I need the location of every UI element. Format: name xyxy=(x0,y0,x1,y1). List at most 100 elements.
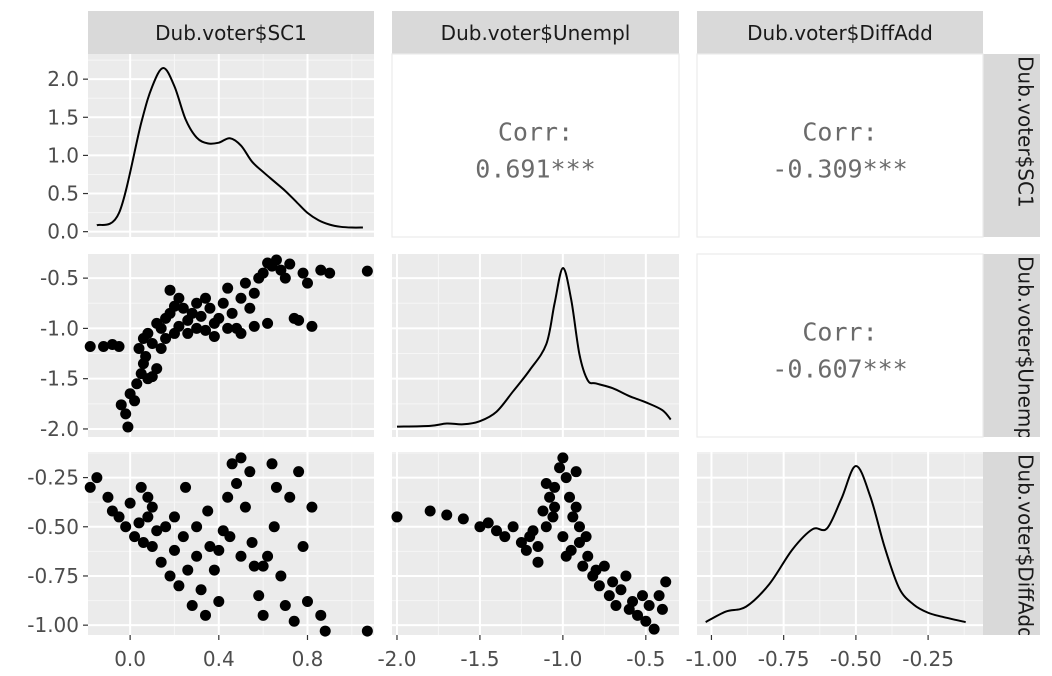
scatter-point xyxy=(632,609,644,621)
scatter-point xyxy=(590,564,602,576)
scatter-point xyxy=(133,343,145,355)
scatter-point xyxy=(133,517,145,529)
x-tick-label: -0.75 xyxy=(758,647,810,671)
scatter-point xyxy=(200,324,212,336)
x-tick-label: -0.5 xyxy=(626,647,665,671)
scatter-point xyxy=(224,531,236,543)
scatter-point xyxy=(168,544,180,556)
scatter-point xyxy=(540,521,552,533)
scatter-point xyxy=(557,452,569,464)
scatter-point xyxy=(244,466,256,478)
scatter-point xyxy=(164,570,176,582)
scatter-point xyxy=(262,550,274,562)
y-tick-label: -0.75 xyxy=(27,564,79,588)
scatter-point xyxy=(155,322,167,334)
scatter-point xyxy=(142,327,154,339)
scatter-point xyxy=(268,521,280,533)
column-strip xyxy=(88,11,374,54)
y-tick-label: -1.0 xyxy=(40,316,79,340)
scatter-point xyxy=(266,458,278,470)
scatter-point xyxy=(284,258,296,270)
x-tick-label: 0.8 xyxy=(292,647,324,671)
scatter-point xyxy=(297,540,309,552)
scatter-point xyxy=(547,511,559,523)
scatter-point xyxy=(620,570,632,582)
x-tick-label: -2.0 xyxy=(377,647,416,671)
scatter-point xyxy=(441,509,453,521)
scatter-point xyxy=(129,531,141,543)
scatter-point xyxy=(580,531,592,543)
scatter-point xyxy=(213,596,225,608)
scatter-point xyxy=(182,564,194,576)
scatter-point xyxy=(168,300,180,312)
scatter-point xyxy=(570,466,582,478)
scatter-point xyxy=(191,297,203,309)
y-tick-label: -0.25 xyxy=(27,466,79,490)
x-tick-label: 0.4 xyxy=(203,647,235,671)
scatter-point xyxy=(195,584,207,596)
scatter-point xyxy=(160,521,172,533)
scatter-point xyxy=(122,421,134,433)
scatter-point xyxy=(131,378,143,390)
scatter-point xyxy=(180,481,192,493)
scatter-point xyxy=(142,511,154,523)
x-tick-label: -0.25 xyxy=(902,647,954,671)
scatter-point xyxy=(491,525,503,537)
scatter-point xyxy=(200,609,212,621)
scatter-point xyxy=(275,264,287,276)
scatter-point xyxy=(248,320,260,332)
scatter-point xyxy=(532,556,544,568)
y-tick-label: 0.0 xyxy=(47,220,79,244)
scatter-point xyxy=(222,282,234,294)
scatter-point xyxy=(656,603,668,615)
scatter-point xyxy=(643,599,655,611)
scatter-point xyxy=(164,284,176,296)
scatter-point xyxy=(532,540,544,552)
scatter-point xyxy=(603,590,615,602)
scatter-point xyxy=(557,531,569,543)
scatter-point xyxy=(315,609,327,621)
correlation-panel xyxy=(696,253,984,438)
scatter-point xyxy=(275,570,287,582)
panel-background xyxy=(88,452,374,635)
corr-label: Corr: xyxy=(498,118,573,147)
scatter-point xyxy=(168,511,180,523)
correlation-panel xyxy=(696,53,984,238)
scatter-point xyxy=(142,491,154,503)
scatter-point xyxy=(195,310,207,322)
scatter-point xyxy=(248,560,260,572)
y-tick-label: 1.0 xyxy=(47,143,79,167)
scatter-point xyxy=(146,501,158,513)
scatter-point xyxy=(315,264,327,276)
scatter-point xyxy=(173,320,185,332)
scatter-point xyxy=(235,452,247,464)
scatter-point xyxy=(84,341,96,353)
y-tick-label: -0.50 xyxy=(27,515,79,539)
scatter-point xyxy=(284,491,296,503)
y-tick-label: 1.5 xyxy=(47,105,79,129)
scatter-point xyxy=(213,544,225,556)
row-strip-label: Dub.voter$DiffAdd xyxy=(1014,454,1038,640)
scatter-point xyxy=(391,511,403,523)
column-strip-label: Dub.voter$SC1 xyxy=(155,21,307,45)
column-strip-label: Dub.voter$Unempl xyxy=(441,21,631,45)
scatter-point xyxy=(151,363,163,375)
scatter-point xyxy=(191,550,203,562)
x-tick-label: -1.0 xyxy=(543,647,582,671)
scatter-point xyxy=(660,576,672,588)
scatter-point xyxy=(457,513,469,525)
scatter-point xyxy=(257,267,269,279)
y-tick-label: -1.00 xyxy=(27,613,79,637)
scatter-point xyxy=(140,351,152,363)
scatter-point xyxy=(564,491,576,503)
scatter-point xyxy=(549,481,561,493)
scatter-point xyxy=(615,584,627,596)
scatter-point xyxy=(593,580,605,592)
scatter-point xyxy=(208,564,220,576)
scatter-point xyxy=(246,537,258,549)
scatter-point xyxy=(520,544,532,556)
scatter-point xyxy=(293,466,305,478)
scatter-point xyxy=(598,560,610,572)
scatter-point xyxy=(424,505,436,517)
scatter-point xyxy=(567,511,579,523)
